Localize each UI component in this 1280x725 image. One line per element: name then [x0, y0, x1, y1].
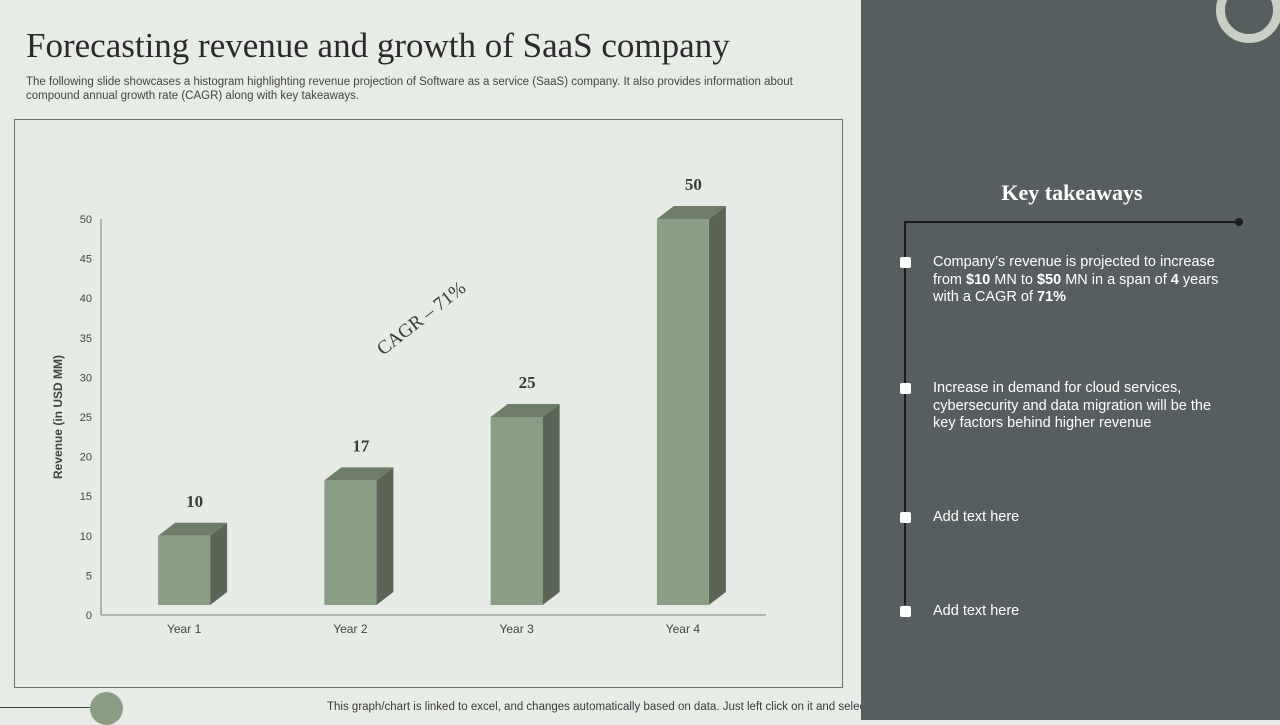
bullet-square-icon	[900, 606, 911, 617]
y-tick-label: 40	[80, 293, 92, 305]
y-tick-label: 30	[80, 372, 92, 384]
takeaway-highlight: $50	[1036, 271, 1062, 288]
bar-top	[656, 206, 726, 219]
bar	[490, 417, 543, 605]
y-axis-label: Revenue (in USD MM)	[51, 355, 65, 479]
key-takeaways-panel: Key takeaways Company’s revenue is proje…	[861, 0, 1280, 720]
footer-note: This graph/chart is linked to excel, and…	[327, 701, 923, 713]
takeaway-text-segment: years with a CAGR of	[933, 271, 1219, 306]
slide-subtitle: The following slide showcases a histogra…	[26, 76, 793, 102]
chart-container: 0 5 10 15 20 25 30 35 40 45 50 Revenue (in USD MM) 1…	[14, 119, 843, 688]
footer-circle-decoration	[90, 692, 123, 725]
bullet-square-icon	[900, 257, 911, 268]
takeaway-text: Add text here	[933, 603, 1233, 621]
y-tick-label: 45	[80, 254, 92, 266]
y-tick-label: 10	[80, 531, 92, 543]
y-tick-label: 50	[80, 214, 92, 226]
y-tick-label: 15	[80, 491, 92, 503]
y-tick-label: 25	[80, 412, 92, 424]
y-tick-label: 35	[80, 333, 92, 345]
bar-side	[542, 404, 560, 605]
y-tick-label: 20	[80, 452, 92, 464]
bullet-square-icon	[900, 512, 911, 523]
x-tick-label: Year 1	[167, 622, 202, 636]
bar-side	[376, 467, 394, 605]
y-tick-label: 0	[86, 610, 92, 622]
ring-decoration	[1216, 0, 1280, 43]
takeaway-highlight: 4	[1170, 271, 1179, 288]
takeaway-text-segment: Add text here	[933, 509, 1020, 525]
takeaway-text-segment: Increase in demand for cloud services, c…	[933, 380, 1212, 431]
x-tick-label: Year 2	[333, 622, 368, 636]
bar-top	[324, 467, 394, 481]
bar	[324, 480, 377, 605]
x-tick-label: Year 3	[499, 622, 534, 636]
takeaways-line-end-dot	[1235, 218, 1243, 226]
takeaway-text-segment: MN to	[990, 271, 1037, 288]
takeaway-text-segment: MN in a span of	[1061, 271, 1171, 288]
y-tick-label: 5	[86, 570, 92, 582]
bar-side	[708, 206, 726, 605]
takeaways-vertical-line	[904, 221, 906, 605]
bar-data-label: 25	[519, 373, 536, 392]
slide-title: Forecasting revenue and growth of SaaS c…	[26, 26, 730, 65]
takeaway-highlight: $10	[966, 271, 991, 288]
revenue-bar-chart: 0 5 10 15 20 25 30 35 40 45 50 Revenue (in USD MM) 1…	[51, 175, 766, 636]
key-takeaways-title: Key takeaways	[1001, 180, 1143, 205]
cagr-annotation: CAGR – 71%	[373, 277, 470, 359]
takeaway-text: Company’s revenue is projected to increa…	[933, 254, 1233, 307]
bar-top	[158, 522, 228, 536]
takeaway-text: Increase in demand for cloud services, c…	[933, 380, 1233, 433]
takeaway-text-segment: Add text here	[933, 603, 1020, 619]
bar	[158, 535, 211, 605]
takeaway-text-segment: Company’s revenue is projected to increa…	[933, 254, 1215, 288]
x-tick-label: Year 4	[666, 622, 701, 636]
bar-side	[210, 522, 228, 605]
bar-data-label: 10	[186, 492, 203, 511]
content-panel: Forecasting revenue and growth of SaaS c…	[0, 26, 923, 725]
bullet-square-icon	[900, 383, 911, 394]
bar	[656, 219, 709, 605]
bar-top	[490, 404, 560, 417]
bar-data-label: 17	[352, 436, 370, 455]
takeaways-horizontal-line	[904, 221, 1239, 223]
footer-divider-line	[0, 707, 92, 708]
takeaway-text: Add text here	[933, 509, 1233, 527]
bar-data-label: 50	[685, 175, 702, 194]
takeaway-highlight: 71%	[1036, 289, 1066, 305]
